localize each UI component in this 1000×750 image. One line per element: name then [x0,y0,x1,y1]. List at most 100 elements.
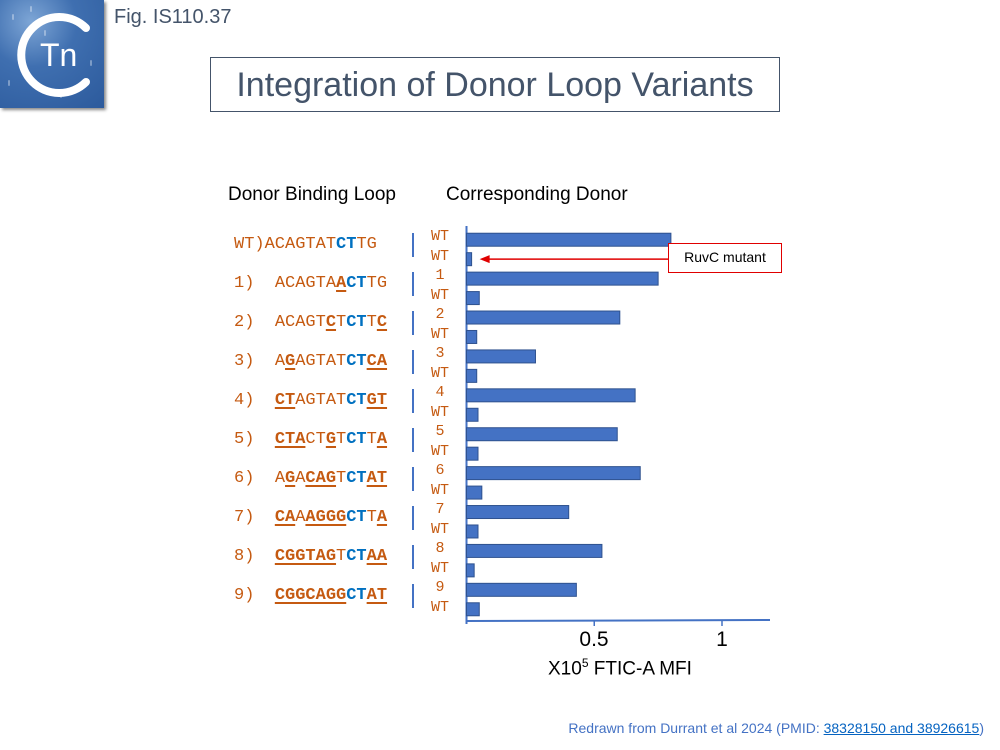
conserved-ct-bases: CT [336,235,357,254]
sequence-label: 5) [234,430,265,449]
row-separator [412,272,414,296]
bar-1-2 [466,271,659,286]
mutated-bases: G [285,352,296,371]
y-category-label: WT [430,364,449,382]
bar-wt-3 [466,291,480,306]
wildtype-bases: TG [366,274,388,293]
citation-text: Redrawn from Durrant et al 2024 (PMID: [568,720,824,736]
mutated-bases: AT [366,469,388,488]
sequence-row: 7) CAAAGGGCTTA [234,508,387,527]
bar-wt-11 [466,446,479,461]
bar-wt-9 [466,407,479,422]
y-category-label: WT [430,403,449,421]
y-category-label: 8 [435,540,445,557]
wildtype-bases: TG [356,235,377,254]
wildtype-bases: AGTAT [295,352,347,371]
bar-5-10 [466,427,618,442]
y-category-label: 6 [435,462,445,479]
sequence-label: 6) [234,469,265,488]
sequence-label: 8) [234,547,265,566]
sequence-row: 2) ACAGTCTCTTC [234,313,387,332]
bar-wt-5 [466,329,478,344]
conserved-ct-bases: CT [346,274,367,293]
x-axis [466,619,771,622]
wildtype-bases: A [295,508,306,527]
mutated-bases: A [336,274,347,293]
sequence-label: WT) [234,235,265,254]
wildtype-bases: T [366,313,377,332]
sequence-label: 9) [234,586,265,605]
sequence-label: 7) [234,508,265,527]
y-category-label: WT [430,598,449,616]
bar-wt-1 [466,252,473,267]
y-category-label: 5 [435,423,445,440]
sequence-row: 5) CTACTGTCTTA [234,430,387,449]
mutated-bases: CA [274,508,296,527]
y-category-label: WT [430,442,449,460]
mutated-bases: CGGCAGG [274,586,347,605]
mutated-bases: CAG [305,469,337,488]
figure-label: Fig. IS110.37 [114,6,232,28]
row-separator [412,233,414,257]
conserved-ct-bases: CT [346,547,367,566]
mutated-bases: C [376,313,388,332]
sequence-row: 4) CTAGTATCTGT [234,391,387,410]
conserved-ct-bases: CT [346,586,367,605]
bar-2-4 [466,310,621,325]
bar-6-12 [466,466,641,481]
wildtype-bases: T [336,430,347,449]
sequence-row: 9) CGGCAGGCTAT [234,586,387,605]
x-tick-label-1: 1 [716,628,728,651]
y-category-label: 9 [435,579,445,596]
wildtype-bases: T [366,508,377,527]
y-category-label: 4 [435,384,445,401]
ruvc-mutant-callout: RuvC mutant [668,243,782,273]
y-category-label: 7 [435,501,445,518]
mutated-bases: AGGG [305,508,347,527]
row-separator [412,389,414,413]
bar-3-6 [466,349,536,364]
conserved-ct-bases: CT [346,313,367,332]
y-category-label: 1 [435,267,445,284]
wildtype-bases: A [274,469,286,488]
tn-logo: Tn [0,0,104,108]
bar-wt-17 [466,563,475,578]
tn-logo-icon: Tn [17,13,90,97]
y-category-label: 2 [435,306,445,323]
citation-footer: Redrawn from Durrant et al 2024 (PMID: 3… [568,720,984,736]
wildtype-bases: CT [305,430,326,449]
pmid-link[interactable]: 38328150 and 38926615 [823,720,980,736]
bar-7-14 [466,505,570,520]
y-category-label: WT [430,559,449,577]
y-category-label: WT [430,286,449,304]
conserved-ct-bases: CT [346,508,367,527]
x-axis-label-exponent: 5 [581,656,589,670]
mutated-bases: AA [366,547,388,566]
wildtype-bases: A [295,469,306,488]
wildtype-bases: T [336,313,347,332]
row-separator [412,467,414,491]
bar-9-18 [466,582,577,597]
y-category-label: WT [430,520,449,538]
y-category-label: 3 [435,345,445,362]
mutated-bases: GT [366,391,388,410]
wildtype-bases: AGTAT [295,391,347,410]
row-separator [412,311,414,335]
mutated-bases: G [285,469,296,488]
sequence-label: 3) [234,352,265,371]
mutated-bases: C [325,313,337,332]
page-title: Integration of Donor Loop Variants [236,66,754,104]
mutated-bases: CA [366,352,388,371]
conserved-ct-bases: CT [346,469,367,488]
bar-8-16 [466,543,603,558]
mutated-bases: CT [274,391,296,410]
wildtype-bases: ACAGTAT [264,235,337,254]
y-category-label: WT [430,481,449,499]
mutated-bases: A [376,430,388,449]
sequence-row: 1) ACAGTAACTTG [234,274,387,293]
bar-4-8 [466,388,636,403]
conserved-ct-bases: CT [346,430,367,449]
wildtype-bases: ACAGTA [274,274,337,293]
row-separator [412,350,414,374]
